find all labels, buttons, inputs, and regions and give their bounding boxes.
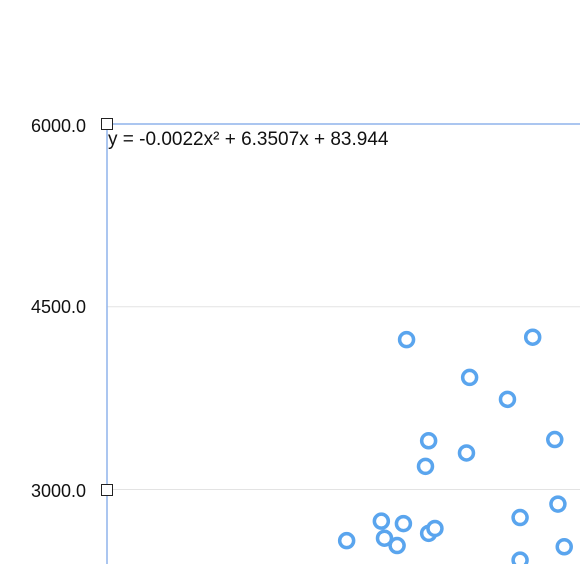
data-point-16[interactable]	[388, 536, 406, 555]
y-tick-label-6000: 6000.0	[31, 116, 86, 136]
trendline-equation[interactable]: y = -0.0022x² + 6.3507x + 83.944	[108, 129, 389, 150]
data-point-9[interactable]	[394, 514, 413, 533]
selection-handle-top[interactable]	[101, 118, 113, 130]
data-point-12[interactable]	[511, 508, 529, 527]
data-point-11[interactable]	[426, 519, 444, 538]
data-point-18[interactable]	[555, 538, 573, 556]
data-point-4[interactable]	[419, 432, 438, 450]
data-point-8[interactable]	[372, 512, 391, 530]
data-point-0[interactable]	[397, 330, 416, 349]
data-point-6[interactable]	[457, 444, 476, 462]
y-tick-label-4500: 4500.0	[31, 297, 86, 317]
data-point-14[interactable]	[337, 531, 356, 550]
data-point-2[interactable]	[460, 368, 479, 387]
data-point-7[interactable]	[546, 430, 564, 449]
selection-handle-middle[interactable]	[101, 484, 113, 496]
data-point-15[interactable]	[375, 529, 394, 547]
data-points	[337, 328, 573, 564]
data-point-17[interactable]	[511, 551, 529, 564]
data-point-1[interactable]	[523, 328, 542, 346]
data-point-5[interactable]	[416, 457, 435, 476]
y-tick-label-3000: 3000.0	[31, 481, 86, 501]
data-point-3[interactable]	[498, 390, 517, 409]
data-point-13[interactable]	[549, 495, 567, 513]
gridlines	[107, 306, 580, 490]
